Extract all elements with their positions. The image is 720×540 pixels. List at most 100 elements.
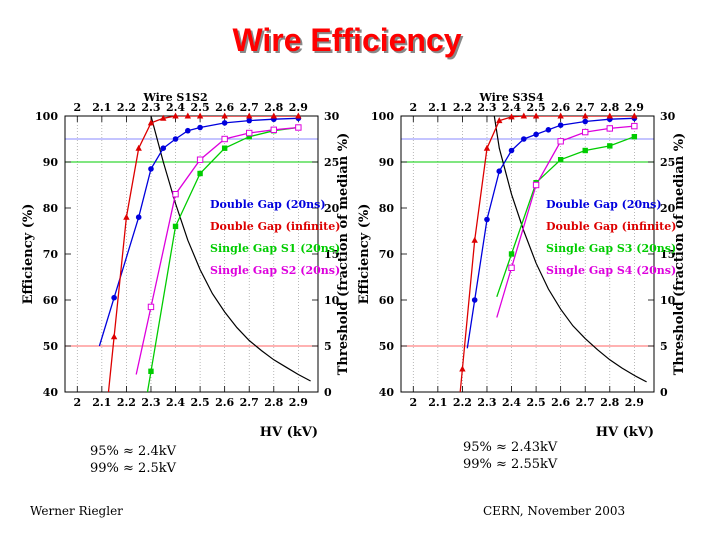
point-double-gap-infinite (110, 333, 118, 340)
x-tick-label-top: 2.7 (240, 101, 259, 114)
legend-double-gap-20ns: Double Gap (20ns) (210, 198, 326, 211)
threshold-curve (493, 116, 647, 383)
y2-tick-label: 20 (324, 202, 340, 215)
x-tick-label-top: 2.3 (477, 101, 496, 114)
left-note-line-99: 99% ≈ 2.5kV (90, 461, 176, 476)
point-single-gap-s3-20ns (508, 251, 515, 257)
x-tick-label: 2.1 (92, 396, 111, 409)
x-tick-label-top: 2.8 (600, 101, 619, 114)
point-single-gap-s2-20ns (147, 303, 155, 311)
x-tick-label-top: 2.9 (289, 101, 308, 114)
legend-double-gap-infinite: Double Gap (infinite) (546, 220, 676, 233)
legend-single-gap-s1-20ns: Single Gap S1 (20ns) (210, 242, 340, 255)
point-double-gap-infinite (172, 112, 179, 119)
x-axis-label: HV (kV) (260, 425, 318, 440)
legend-double-gap-20ns: Double Gap (20ns) (546, 198, 662, 211)
point-single-gap-s1-20ns (197, 170, 203, 177)
y-tick-label: 80 (43, 202, 59, 215)
point-single-gap-s4-20ns (582, 128, 589, 136)
chart-title: Wire S1S2 (142, 91, 207, 104)
point-double-gap-infinite (631, 112, 638, 119)
series-line-double-gap-20ns (98, 117, 299, 347)
point-double-gap-infinite (160, 114, 167, 121)
left-note-line-95: 95% ≈ 2.4kV (90, 444, 176, 459)
point-double-gap-infinite (295, 112, 302, 119)
x-tick-label-top: 2.5 (191, 101, 210, 114)
legend-single-gap-s3-20ns: Single Gap S3 (20ns) (546, 242, 676, 255)
x-tick-label: 2.2 (453, 396, 472, 409)
footer-author: Werner Riegler (30, 504, 123, 518)
legend-single-gap-s2-20ns: Single Gap S2 (20ns) (210, 264, 340, 277)
point-double-gap-infinite (508, 113, 515, 120)
y2-tick-label: 30 (660, 110, 676, 123)
y-tick-label: 40 (379, 386, 395, 399)
footer-event: CERN, November 2003 (483, 504, 626, 518)
x-tick-label: 2.7 (240, 396, 259, 409)
y2-tick-label: 5 (660, 340, 668, 353)
point-double-gap-20ns (111, 294, 117, 301)
x-tick-label-top: 2.2 (453, 101, 472, 114)
y-tick-label: 60 (43, 294, 59, 307)
point-double-gap-20ns (557, 122, 564, 128)
slide-title: Wire Efficiency (232, 22, 462, 58)
point-double-gap-20ns (148, 166, 154, 172)
point-double-gap-infinite (520, 112, 528, 119)
y2-tick-label: 0 (324, 386, 332, 399)
y-tick-label: 40 (43, 386, 59, 399)
efficiency-chart-s3s4: 2 2 2.1 2.1 2.2 2.2 2.3 2.3 2.4 2.4 2.5 2.5 2.6 2.6 2.… (357, 91, 687, 440)
x-tick-label-top: 2.2 (117, 101, 136, 114)
point-single-gap-s1-20ns (246, 134, 252, 140)
y-tick-label: 70 (43, 248, 59, 261)
point-single-gap-s2-20ns (221, 135, 228, 143)
y-tick-label: 90 (43, 156, 59, 169)
y2-axis-label: Threshold (fraction of median %) (672, 133, 687, 376)
point-double-gap-infinite (246, 112, 253, 119)
point-single-gap-s1-20ns (172, 223, 179, 230)
point-double-gap-infinite (532, 112, 540, 119)
x-tick-label-top: 2.1 (92, 101, 111, 114)
x-tick-label: 2.5 (527, 396, 546, 409)
y-axis-label: Efficiency (%) (357, 204, 372, 305)
point-double-gap-20ns (185, 127, 191, 134)
point-double-gap-infinite (147, 119, 155, 126)
point-double-gap-infinite (483, 144, 491, 151)
x-tick-label: 2 (409, 396, 417, 409)
point-double-gap-20ns (582, 118, 589, 125)
y-tick-label: 90 (379, 156, 395, 169)
point-double-gap-20ns (508, 147, 515, 154)
legend-single-gap-s4-20ns: Single Gap S4 (20ns) (546, 264, 676, 277)
point-single-gap-s2-20ns (172, 191, 179, 198)
point-double-gap-20ns (172, 136, 179, 142)
point-double-gap-20ns (496, 168, 503, 174)
x-tick-label-top: 2.6 (551, 101, 570, 114)
point-double-gap-20ns (160, 145, 167, 151)
point-single-gap-s3-20ns (607, 143, 613, 149)
x-tick-label-top: 2.8 (264, 101, 283, 114)
y-axis-label: Efficiency (%) (21, 204, 36, 305)
x-tick-label-top: 2 (409, 101, 417, 114)
y2-tick-label: 10 (324, 294, 340, 307)
x-tick-label-top: 2.4 (166, 101, 185, 114)
x-tick-label-top: 2.6 (215, 101, 234, 114)
x-tick-label: 2.2 (117, 396, 136, 409)
point-double-gap-infinite (123, 213, 130, 220)
point-double-gap-20ns (197, 124, 203, 131)
point-double-gap-20ns (471, 297, 478, 303)
y2-tick-label: 25 (660, 156, 675, 169)
point-single-gap-s3-20ns (582, 147, 588, 154)
point-single-gap-s3-20ns (557, 157, 564, 163)
efficiency-chart-s1s2: 2 2 2.1 2.1 2.2 2.2 2.3 2.3 2.4 2.4 2.5 2.5 2.6 2.6 2.… (21, 91, 351, 440)
x-tick-label-top: 2 (73, 101, 81, 114)
x-tick-label-top: 2.3 (141, 101, 160, 114)
right-note-line-95: 95% ≈ 2.43kV (463, 440, 558, 455)
y2-tick-label: 30 (324, 110, 340, 123)
x-tick-label: 2.4 (502, 396, 521, 409)
point-double-gap-infinite (557, 112, 564, 119)
y-tick-label: 100 (35, 110, 58, 123)
y2-tick-label: 20 (660, 202, 676, 215)
point-single-gap-s2-20ns (270, 126, 277, 133)
series-line-single-gap-s2-20ns (135, 126, 299, 375)
right-note-line-99: 99% ≈ 2.55kV (463, 457, 558, 472)
series-line-single-gap-s1-20ns (146, 126, 299, 392)
series-line-double-gap-infinite (459, 116, 635, 392)
